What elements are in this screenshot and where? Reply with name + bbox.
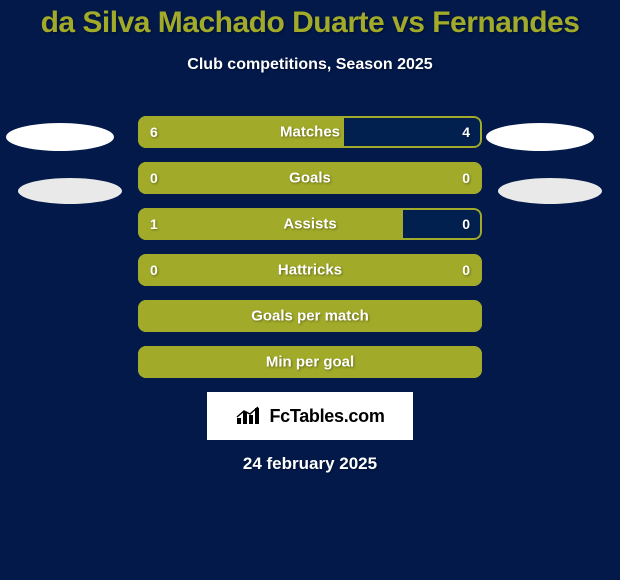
stat-row: Assists10 (138, 208, 482, 240)
page-subtitle: Club competitions, Season 2025 (0, 56, 620, 74)
stat-bar-left (138, 300, 482, 332)
footer-date: 24 february 2025 (0, 454, 620, 474)
badge-text: FcTables.com (269, 406, 384, 427)
stat-bar-right (403, 208, 482, 240)
stat-bar-left (138, 208, 403, 240)
player-left-ellipse-bottom (18, 178, 122, 204)
stat-bar-right (344, 116, 482, 148)
bar-chart-icon (235, 406, 261, 426)
stat-row: Matches64 (138, 116, 482, 148)
stat-bar-left (138, 346, 482, 378)
content-area: Matches64 Goals00 Assists10 Hattricks00 Goal… (0, 116, 620, 474)
stat-row: Min per goal (138, 346, 482, 378)
player-right-ellipse-top (486, 123, 594, 151)
page-title: da Silva Machado Duarte vs Fernandes (0, 0, 620, 40)
stat-bars: Matches64 Goals00 Assists10 Hattricks00 Goal… (138, 116, 482, 378)
stat-row: Hattricks00 (138, 254, 482, 286)
comparison-infographic: da Silva Machado Duarte vs Fernandes Clu… (0, 0, 620, 580)
stat-bar-left (138, 116, 344, 148)
player-right-ellipse-bottom (498, 178, 602, 204)
stat-bar-left (138, 254, 482, 286)
fctables-badge[interactable]: FcTables.com (207, 392, 413, 440)
stat-bar-left (138, 162, 482, 194)
stat-row: Goals per match (138, 300, 482, 332)
stat-row: Goals00 (138, 162, 482, 194)
player-left-ellipse-top (6, 123, 114, 151)
